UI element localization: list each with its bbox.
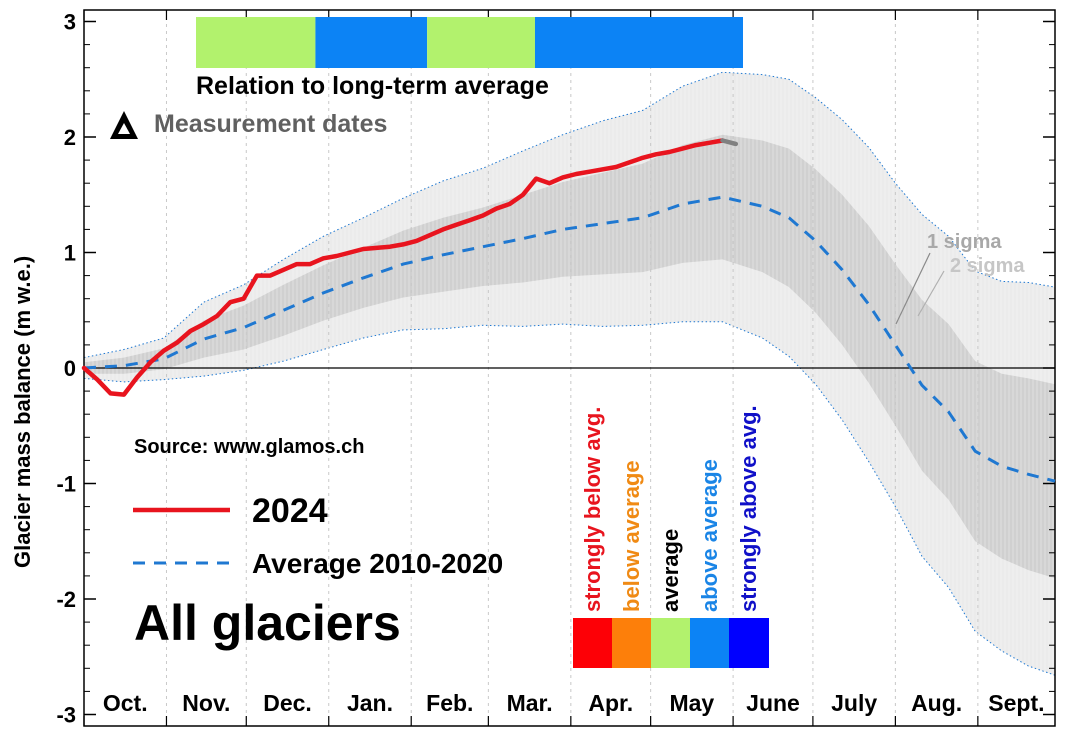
category-swatch <box>729 618 769 668</box>
category-label: average <box>658 529 683 612</box>
two-sigma-label: 2 sigma <box>950 255 1025 277</box>
month-label: July <box>831 690 877 716</box>
month-label: Apr. <box>588 690 633 716</box>
month-label: Aug. <box>911 690 962 716</box>
month-label: Jan. <box>347 690 393 716</box>
legend-average-label: Average 2010-2020 <box>252 548 503 579</box>
chart-title: All glaciers <box>134 595 401 651</box>
month-label: Oct. <box>103 690 148 716</box>
month-label: Mar. <box>507 690 553 716</box>
y-tick-label: -2 <box>56 587 76 612</box>
y-axis-label: Glacier mass balance (m w.e.) <box>10 256 35 568</box>
two-sigma-band-outline <box>83 71 1056 676</box>
category-swatch <box>612 618 652 668</box>
y-tick-label: 2 <box>64 125 76 150</box>
month-label: Feb. <box>426 690 473 716</box>
month-label: May <box>669 690 714 716</box>
one-sigma-label: 1 sigma <box>927 231 1002 253</box>
y-tick-labels: -3 -2 -1 0 1 2 3 <box>56 10 76 728</box>
category-swatch <box>651 618 691 668</box>
source-text: Source: www.glamos.ch <box>134 436 364 458</box>
relation-bar <box>196 17 743 68</box>
y-tick-label: -3 <box>56 703 76 728</box>
month-labels: Oct. Nov. Dec. Jan. Feb. Mar. Apr. May June July A… <box>103 690 1045 716</box>
measurement-dates-label: Measurement dates <box>154 110 387 138</box>
y-tick-label: -1 <box>56 472 76 497</box>
month-label: Sept. <box>988 690 1044 716</box>
two-sigma-leader <box>917 270 945 317</box>
month-label: Nov. <box>182 690 230 716</box>
relation-bar-segment <box>534 17 743 68</box>
relation-bar-segment <box>315 17 428 68</box>
average-2010-2020-line <box>83 195 1056 483</box>
series-2024-extension-line <box>720 138 739 147</box>
category-label: strongly above avg. <box>736 405 761 612</box>
legend-2024-label: 2024 <box>252 492 328 530</box>
y-tick-label: 1 <box>64 241 76 266</box>
month-label: June <box>746 690 800 716</box>
relation-bar-segment <box>196 17 316 68</box>
triangle-icon-inner <box>118 123 130 134</box>
category-label: above average <box>697 459 722 612</box>
month-label: Dec. <box>263 690 312 716</box>
category-legend: strongly below avg. below average average a… <box>573 405 769 668</box>
axis-ticks <box>83 10 1055 726</box>
relation-bar-segment <box>427 17 535 68</box>
category-label: strongly below avg. <box>580 407 605 612</box>
relation-bar-label: Relation to long-term average <box>196 72 549 100</box>
category-label: below average <box>619 460 644 612</box>
category-swatch <box>690 618 730 668</box>
one-sigma-band-hatch <box>84 134 1055 579</box>
category-swatch <box>573 618 613 668</box>
series-2024-line <box>81 138 725 397</box>
y-tick-label: 0 <box>64 356 76 381</box>
one-sigma-leader <box>895 252 931 325</box>
y-tick-label: 3 <box>64 10 76 35</box>
